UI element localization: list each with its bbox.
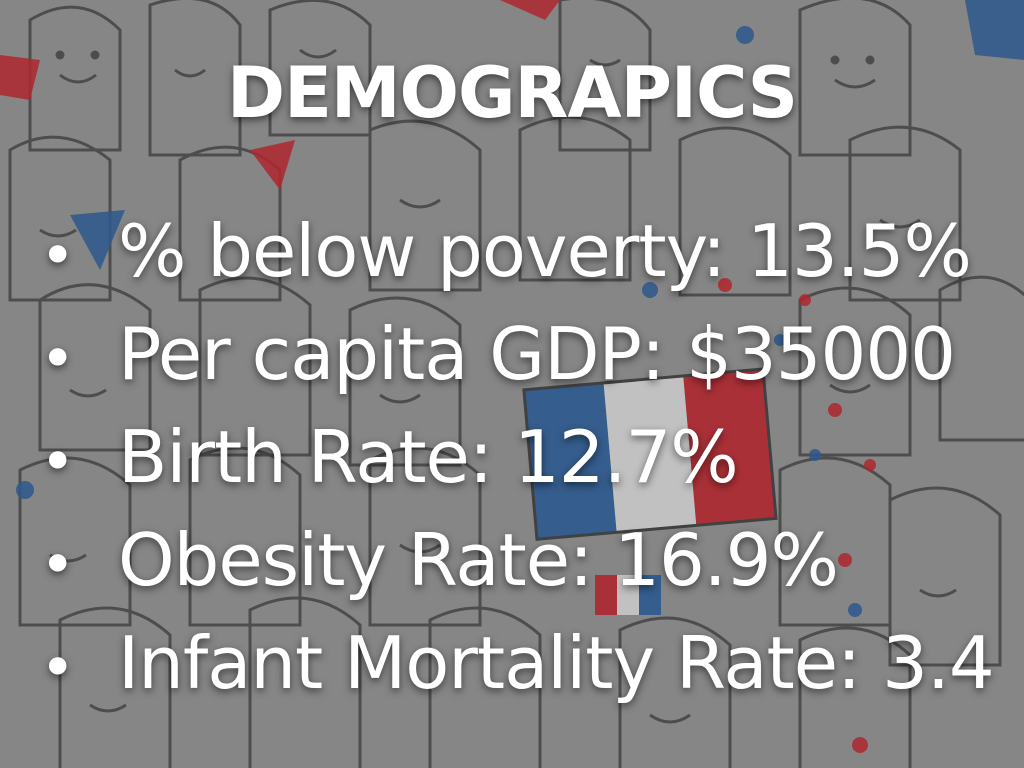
slide-title: DEMOGRAPICS	[226, 52, 798, 134]
bullet-item-gdp: • Per capita GDP: $35000	[40, 303, 1020, 406]
bullet-text: % below poverty: 13.5%	[118, 209, 972, 293]
bullet-item-poverty: • % below poverty: 13.5%	[40, 200, 1020, 303]
bullet-dot: •	[40, 221, 76, 291]
bullet-dot: •	[40, 324, 76, 394]
bullet-item-birth-rate: • Birth Rate: 12.7%	[40, 406, 1020, 509]
bullet-list: • % below poverty: 13.5% • Per capita GD…	[40, 200, 1020, 715]
bullet-dot: •	[40, 530, 76, 600]
bullet-text: Infant Mortality Rate: 3.4	[118, 621, 995, 705]
bullet-dot: •	[40, 427, 76, 497]
bullet-text: Per capita GDP: $35000	[118, 312, 956, 396]
bullet-text: Birth Rate: 12.7%	[118, 415, 739, 499]
bullet-item-infant-mortality: • Infant Mortality Rate: 3.4	[40, 612, 1020, 715]
bullet-dot: •	[40, 633, 76, 703]
bullet-item-obesity-rate: • Obesity Rate: 16.9%	[40, 509, 1020, 612]
bullet-text: Obesity Rate: 16.9%	[118, 518, 839, 602]
